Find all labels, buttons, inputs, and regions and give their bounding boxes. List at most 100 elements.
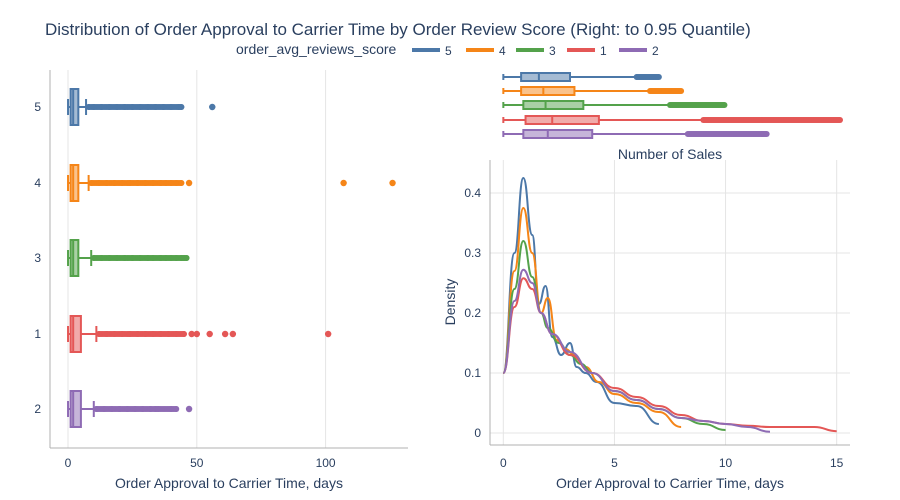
density-x-tick-label: 15 — [830, 456, 844, 470]
left-outlier-point — [90, 104, 97, 110]
left-x-tick-label: 100 — [316, 456, 336, 470]
left-outlier-point — [180, 331, 187, 337]
left-outlier-point — [119, 180, 126, 186]
left-outlier-point — [98, 104, 105, 110]
left-outlier-point — [88, 180, 95, 186]
left-outlier-point — [90, 255, 97, 261]
left-outlier-point — [134, 180, 141, 186]
left-outlier-point — [129, 255, 136, 261]
left-box-iqr — [69, 390, 82, 428]
chart-title: Distribution of Order Approval to Carrie… — [45, 20, 751, 39]
left-box-panel: 0 50 100 5 4 3 1 2 Order Approval to Carrier Tim… — [34, 70, 408, 491]
top-box-iqr — [522, 129, 594, 139]
left-outlier-point — [185, 405, 193, 413]
left-outlier-point — [168, 255, 175, 261]
top-box-3 — [502, 100, 728, 110]
left-outlier-point — [144, 104, 151, 110]
left-outlier-point — [137, 104, 144, 110]
left-outlier-point — [142, 180, 149, 186]
left-outlier-point — [168, 406, 175, 412]
left-y-tick-label: 3 — [34, 251, 41, 265]
left-outlier-point — [162, 180, 169, 186]
left-outlier-point — [93, 406, 100, 412]
left-outlier-point — [193, 330, 201, 338]
legend-label-2: 2 — [652, 44, 659, 58]
density-y-tick-label: 0.3 — [464, 246, 481, 260]
density-line-2 — [502, 268, 771, 433]
left-outlier-point — [206, 330, 213, 338]
left-outlier-point — [165, 331, 172, 337]
left-x-axis-title: Order Approval to Carrier Time, days — [115, 475, 343, 491]
left-outlier-point — [121, 104, 128, 110]
top-box-1 — [502, 115, 843, 125]
density-x-tick-label: 0 — [500, 456, 507, 470]
left-outlier-point — [106, 255, 113, 261]
left-outlier-point — [108, 406, 115, 412]
left-outlier-point — [173, 180, 180, 186]
left-outlier-point — [178, 180, 185, 186]
legend-title: order_avg_reviews_score — [236, 41, 397, 57]
density-line-1 — [502, 277, 837, 433]
left-outlier-point — [160, 104, 167, 110]
top-box-5 — [502, 72, 662, 82]
left-outlier-point — [131, 406, 138, 412]
density-x-tick-label: 5 — [611, 456, 618, 470]
left-outlier-point — [98, 255, 105, 261]
left-outlier-point — [168, 180, 175, 186]
left-outlier-point — [134, 331, 141, 337]
left-outlier-point — [139, 406, 146, 412]
left-outlier-point — [340, 179, 347, 187]
left-outlier-point — [389, 179, 396, 187]
top-outlier-point — [678, 88, 685, 94]
left-outlier-point — [85, 104, 92, 110]
left-outlier-point — [126, 180, 133, 186]
left-outlier-point — [209, 103, 216, 111]
left-outlier-point — [119, 331, 126, 337]
left-x-tick-label: 50 — [190, 456, 204, 470]
density-x-axis-title: Order Approval to Carrier Time, days — [556, 475, 784, 491]
top-box-2 — [502, 129, 770, 139]
left-outlier-point — [103, 331, 110, 337]
legend-label-5: 5 — [445, 44, 452, 58]
top-box-4 — [502, 86, 685, 96]
left-outlier-point — [129, 104, 136, 110]
legend: order_avg_reviews_score 5 4 3 1 2 — [236, 41, 659, 58]
top-box-iqr — [522, 100, 585, 110]
left-outlier-point — [144, 255, 151, 261]
left-outlier-point — [221, 330, 229, 338]
left-outlier-point — [95, 331, 102, 337]
marginal-box-panel: Number of Sales — [502, 72, 843, 162]
left-outlier-point — [155, 406, 162, 412]
density-panel: 0 0.1 0.2 0.3 0.4 0 5 10 15 Order Approval to Car… — [442, 160, 850, 491]
density-y-tick-label: 0.4 — [464, 186, 481, 200]
top-box-iqr — [520, 86, 576, 96]
left-outlier-point — [173, 406, 180, 412]
left-outlier-point — [168, 104, 175, 110]
left-box-2 — [67, 390, 193, 428]
left-outlier-point — [324, 330, 332, 338]
left-outlier-point — [150, 255, 157, 261]
left-outlier-point — [157, 255, 164, 261]
left-outlier-point — [188, 330, 195, 338]
top-outlier-point — [655, 74, 662, 80]
legend-label-1: 1 — [600, 44, 607, 58]
left-outlier-point — [111, 180, 118, 186]
left-outlier-point — [95, 180, 102, 186]
top-axis-title: Number of Sales — [618, 146, 722, 162]
left-y-tick-label: 1 — [34, 327, 41, 341]
left-box-iqr — [69, 88, 80, 126]
left-outlier-point — [124, 406, 131, 412]
left-outlier-point — [111, 331, 118, 337]
left-outlier-point — [116, 406, 123, 412]
left-outlier-point — [173, 331, 180, 337]
legend-label-4: 4 — [499, 44, 506, 58]
left-outlier-point — [173, 255, 180, 261]
left-box-3 — [67, 239, 190, 277]
density-line-4 — [502, 206, 682, 428]
left-y-tick-label: 5 — [34, 100, 41, 114]
left-outlier-point — [126, 331, 133, 337]
left-outlier-point — [157, 331, 164, 337]
top-outlier-point — [721, 102, 728, 108]
top-outlier-point — [837, 117, 843, 123]
